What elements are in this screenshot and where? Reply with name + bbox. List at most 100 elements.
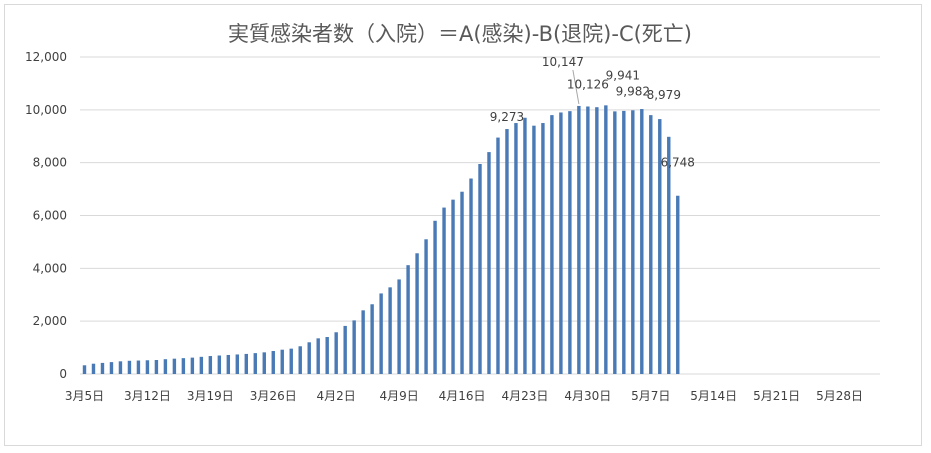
bar (559, 112, 563, 374)
bar (145, 360, 150, 374)
y-tick-label: 0 (59, 367, 67, 381)
bar (667, 136, 671, 374)
bar (469, 178, 473, 374)
bar (568, 111, 572, 374)
bar (631, 110, 635, 374)
bar (280, 349, 284, 374)
x-tick-label: 4月16日 (439, 389, 486, 403)
bar (217, 355, 222, 374)
y-tick-label: 8,000 (33, 156, 67, 170)
bar (604, 105, 608, 374)
bar (91, 363, 96, 374)
bar (397, 279, 401, 374)
bar (271, 351, 275, 374)
bar (550, 115, 554, 374)
x-tick-label: 3月5日 (65, 389, 104, 403)
bar (199, 356, 204, 374)
bar (343, 325, 347, 374)
bar (442, 207, 446, 374)
bar (649, 115, 653, 374)
chart-svg: 実質感染者数（入院）＝A(感染)-B(退院)-C(死亡) 0 2,000 4,000… (25, 22, 880, 403)
bar (541, 123, 545, 375)
bar (379, 293, 383, 374)
y-tick-label: 12,000 (25, 50, 67, 64)
bar (532, 125, 536, 374)
data-label: 9,941 (606, 68, 640, 82)
data-label: 10,147 (542, 55, 584, 69)
bar (298, 346, 302, 374)
bar (82, 365, 87, 374)
x-tick-label: 5月7日 (631, 389, 670, 403)
data-label: 9,273 (490, 110, 524, 124)
bar (262, 352, 266, 374)
x-tick-label: 5月28日 (816, 389, 863, 403)
bar (307, 342, 311, 374)
bar (487, 152, 491, 374)
bar (577, 105, 581, 375)
bar (514, 123, 518, 375)
bar (658, 119, 662, 375)
bar (388, 287, 392, 374)
bar (622, 110, 626, 374)
bar (496, 137, 500, 374)
bar (253, 353, 257, 374)
bar (478, 163, 482, 374)
y-axis-tick-labels: 0 2,000 4,000 6,000 8,000 10,000 12,000 (25, 50, 67, 381)
bar (127, 360, 132, 374)
x-tick-label: 3月26日 (250, 389, 297, 403)
bar (595, 107, 599, 375)
y-tick-label: 2,000 (33, 314, 67, 328)
bar (163, 359, 168, 374)
bar (424, 239, 428, 374)
bar (334, 332, 338, 374)
x-tick-label: 3月12日 (124, 389, 171, 403)
bar (118, 361, 123, 374)
bar (352, 320, 356, 374)
chart-title: 実質感染者数（入院）＝A(感染)-B(退院)-C(死亡) (228, 22, 692, 46)
bar (208, 356, 213, 374)
bar (289, 348, 293, 374)
bar (154, 359, 159, 374)
bar (406, 265, 410, 374)
bar (460, 191, 464, 374)
bar (361, 310, 365, 374)
bar (100, 362, 105, 374)
bar (325, 337, 329, 374)
bar (640, 109, 644, 374)
chart-frame: 実質感染者数（入院）＝A(感染)-B(退院)-C(死亡) 0 2,000 4,000… (4, 4, 922, 446)
bar (172, 358, 177, 374)
y-tick-label: 10,000 (25, 103, 67, 117)
bars (82, 105, 680, 375)
bar (244, 353, 248, 374)
data-label: 9,982 (616, 84, 650, 98)
y-tick-label: 4,000 (33, 261, 67, 275)
bar (505, 129, 509, 374)
x-tick-label: 4月9日 (379, 389, 418, 403)
x-tick-label: 5月14日 (690, 389, 737, 403)
x-tick-label: 3月19日 (187, 389, 234, 403)
x-tick-label: 4月30日 (564, 389, 611, 403)
bar (451, 199, 455, 374)
bar (181, 358, 186, 374)
data-label: 6,748 (661, 156, 695, 170)
bar (190, 357, 195, 374)
bar (586, 106, 590, 375)
bar (415, 253, 419, 374)
x-tick-label: 4月23日 (501, 389, 548, 403)
data-label: 8,979 (647, 88, 681, 102)
leader-line (572, 69, 580, 105)
bar (226, 354, 231, 374)
x-tick-label: 4月2日 (317, 389, 356, 403)
bar (109, 362, 114, 374)
y-tick-label: 6,000 (33, 209, 67, 223)
bar (433, 220, 437, 374)
bar (370, 304, 374, 374)
bar (235, 354, 240, 374)
bar (523, 117, 527, 374)
bar (613, 111, 617, 375)
x-tick-label: 5月21日 (753, 389, 800, 403)
bar (316, 338, 320, 374)
bar (136, 360, 141, 374)
bar (676, 195, 680, 374)
